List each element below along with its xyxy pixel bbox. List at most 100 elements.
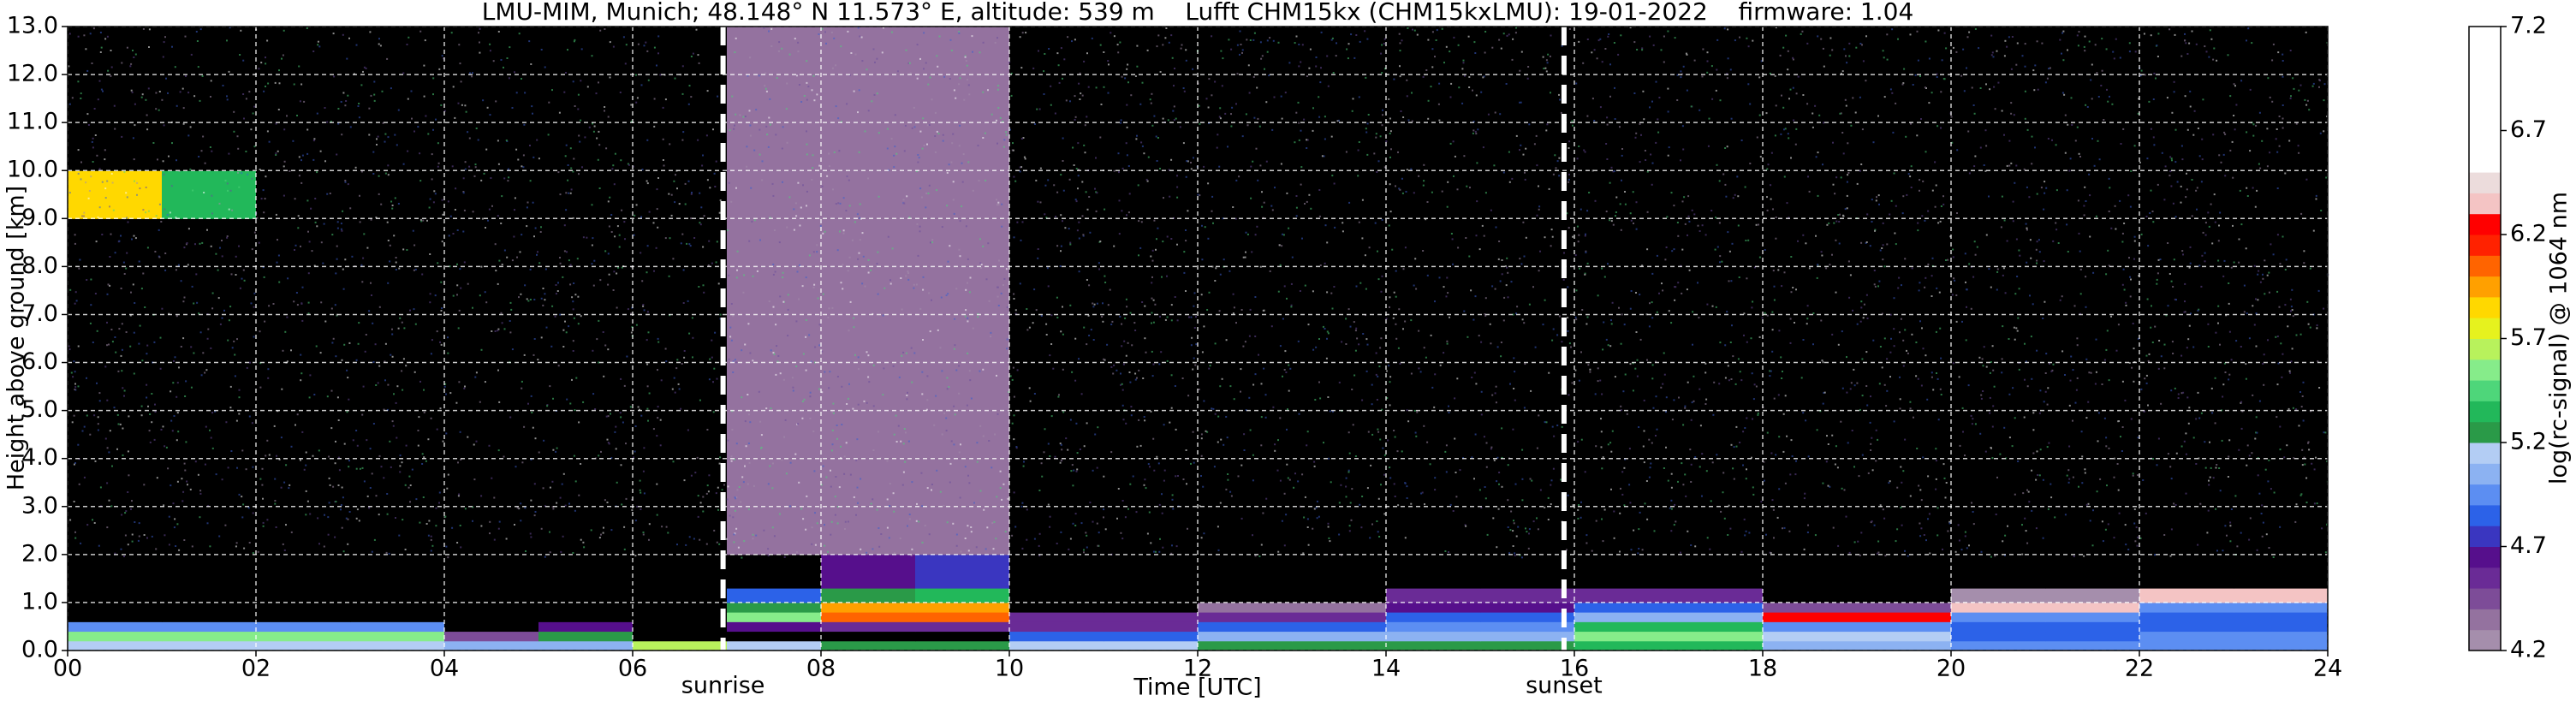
heatmap-cell xyxy=(350,588,445,603)
noise-dot xyxy=(2118,420,2120,422)
noise-dot xyxy=(106,321,108,324)
noise-dot xyxy=(652,222,655,224)
noise-dot xyxy=(171,142,173,145)
noise-dot xyxy=(1252,383,1255,386)
noise-dot xyxy=(1664,258,1667,261)
noise-dot xyxy=(2054,516,2056,519)
noise-dot xyxy=(1092,469,1094,472)
noise-dot xyxy=(1603,276,1606,278)
noise-dot xyxy=(1554,154,1556,157)
noise-dot xyxy=(1917,377,1919,380)
noise-dot xyxy=(242,93,245,95)
noise-dot xyxy=(1361,237,1364,240)
noise-dot xyxy=(408,475,411,478)
noise-dot xyxy=(1528,528,1531,531)
noise-dot xyxy=(2172,202,2174,205)
noise-dot xyxy=(2305,502,2308,503)
noise-dot xyxy=(767,146,770,148)
noise-dot xyxy=(2030,336,2032,338)
noise-dot xyxy=(709,358,711,360)
noise-dot xyxy=(390,87,392,90)
noise-dot xyxy=(1083,60,1086,62)
noise-dot xyxy=(1927,518,1929,520)
noise-dot xyxy=(1663,352,1665,354)
noise-dot xyxy=(238,389,241,391)
noise-dot xyxy=(160,429,163,431)
noise-dot xyxy=(1877,551,1880,554)
noise-dot xyxy=(1347,471,1350,473)
noise-dot xyxy=(1245,231,1247,234)
noise-dot xyxy=(409,484,412,486)
noise-dot xyxy=(2032,412,2035,414)
noise-dot xyxy=(1817,35,1819,38)
noise-dot xyxy=(1375,373,1377,376)
noise-dot xyxy=(1381,72,1383,74)
noise-dot xyxy=(645,271,648,274)
noise-dot xyxy=(1822,163,1823,166)
noise-dot xyxy=(132,50,134,51)
noise-dot xyxy=(2299,333,2302,336)
noise-dot xyxy=(2241,410,2244,413)
noise-dot xyxy=(355,517,358,520)
noise-dot xyxy=(2303,262,2305,264)
noise-dot xyxy=(1318,189,1321,191)
noise-dot xyxy=(176,382,179,384)
heatmap-cell xyxy=(1104,218,1199,556)
noise-dot xyxy=(493,538,496,541)
noise-dot xyxy=(967,282,968,284)
noise-dot xyxy=(2157,56,2159,57)
noise-dot xyxy=(1660,386,1663,389)
noise-dot xyxy=(1892,131,1895,134)
noise-dot xyxy=(812,286,815,288)
noise-dot xyxy=(563,91,566,93)
noise-dot xyxy=(1682,424,1685,426)
heatmap-cell xyxy=(1857,631,1952,642)
noise-dot xyxy=(83,476,86,478)
noise-dot xyxy=(1820,38,1823,40)
noise-dot xyxy=(2188,324,2191,327)
noise-dot xyxy=(458,493,461,496)
noise-dot xyxy=(1377,250,1378,253)
noise-dot xyxy=(732,371,735,373)
noise-dot xyxy=(1860,300,1863,303)
noise-dot xyxy=(1278,244,1281,247)
noise-dot xyxy=(2276,416,2278,419)
noise-dot xyxy=(1544,506,1546,508)
noise-dot xyxy=(1512,38,1514,40)
noise-dot xyxy=(1283,544,1286,547)
noise-dot xyxy=(1332,72,1335,74)
noise-dot xyxy=(2204,466,2207,469)
heatmap-cell xyxy=(633,170,728,219)
noise-dot xyxy=(1706,71,1709,74)
noise-dot xyxy=(445,545,448,548)
noise-dot xyxy=(782,271,784,274)
noise-dot xyxy=(449,392,452,395)
noise-dot xyxy=(1728,504,1730,507)
noise-dot xyxy=(834,496,836,498)
noise-dot xyxy=(1871,469,1874,472)
heatmap-cell xyxy=(915,27,1010,171)
noise-dot xyxy=(1610,450,1613,453)
noise-dot xyxy=(2320,210,2323,211)
noise-dot xyxy=(742,481,745,484)
noise-dot xyxy=(734,509,736,512)
heatmap-cell xyxy=(1951,640,2046,651)
noise-dot xyxy=(1139,444,1142,447)
noise-dot xyxy=(1074,379,1077,382)
noise-dot xyxy=(455,187,457,190)
noise-dot xyxy=(1684,407,1687,409)
noise-dot xyxy=(305,451,307,454)
noise-dot xyxy=(968,482,971,484)
noise-dot xyxy=(906,195,908,198)
heatmap-cell xyxy=(1386,27,1481,171)
noise-dot xyxy=(1817,264,1819,266)
noise-dot xyxy=(744,465,746,467)
noise-dot xyxy=(197,66,199,68)
noise-dot xyxy=(2326,460,2329,462)
noise-dot xyxy=(699,222,701,224)
noise-dot xyxy=(88,190,91,192)
noise-dot xyxy=(2028,196,2031,199)
noise-dot xyxy=(2036,193,2038,195)
noise-dot xyxy=(620,464,622,466)
noise-dot xyxy=(262,189,265,192)
